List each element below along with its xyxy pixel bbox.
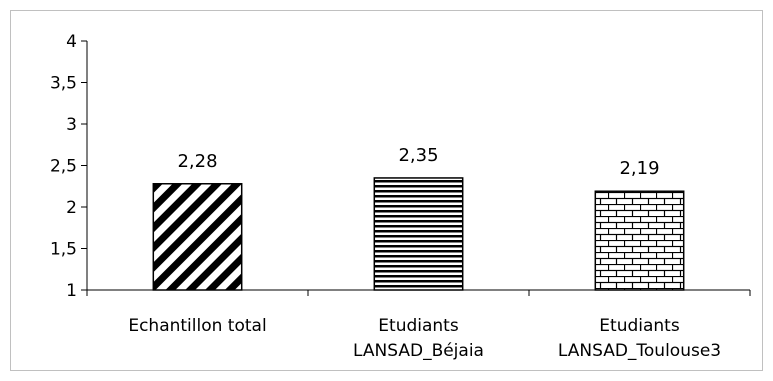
- y-tick-label: 3,5: [50, 74, 77, 94]
- data-labels: 2,28 2,35 2,19: [177, 145, 659, 179]
- data-label: 2,35: [398, 145, 438, 166]
- y-tick-label: 2,5: [50, 157, 77, 177]
- category-labels: Echantillon total Etudiants LANSAD_Béjaia E…: [128, 316, 721, 361]
- data-label: 2,19: [619, 158, 659, 179]
- y-tick-label: 3: [66, 115, 77, 135]
- y-tick-label: 1,5: [50, 240, 77, 260]
- y-tick-label: 1: [66, 281, 77, 301]
- bars: [152, 177, 685, 291]
- x-axis: [86, 289, 751, 296]
- bar-bricks: [594, 190, 685, 291]
- y-tick-label: 2: [66, 198, 77, 218]
- bar-horizontal-stripes: [373, 177, 464, 291]
- data-label: 2,28: [177, 151, 217, 172]
- bar-diagonal-stripes: [152, 183, 243, 291]
- y-axis: 1 1,5 2 2,5 3 3,5 4: [50, 32, 88, 301]
- y-tick-label: 4: [66, 32, 77, 52]
- category-label: Etudiants LANSAD_Toulouse3: [558, 316, 721, 361]
- category-label: Etudiants LANSAD_Béjaia: [353, 316, 484, 361]
- category-label: Echantillon total: [128, 316, 266, 336]
